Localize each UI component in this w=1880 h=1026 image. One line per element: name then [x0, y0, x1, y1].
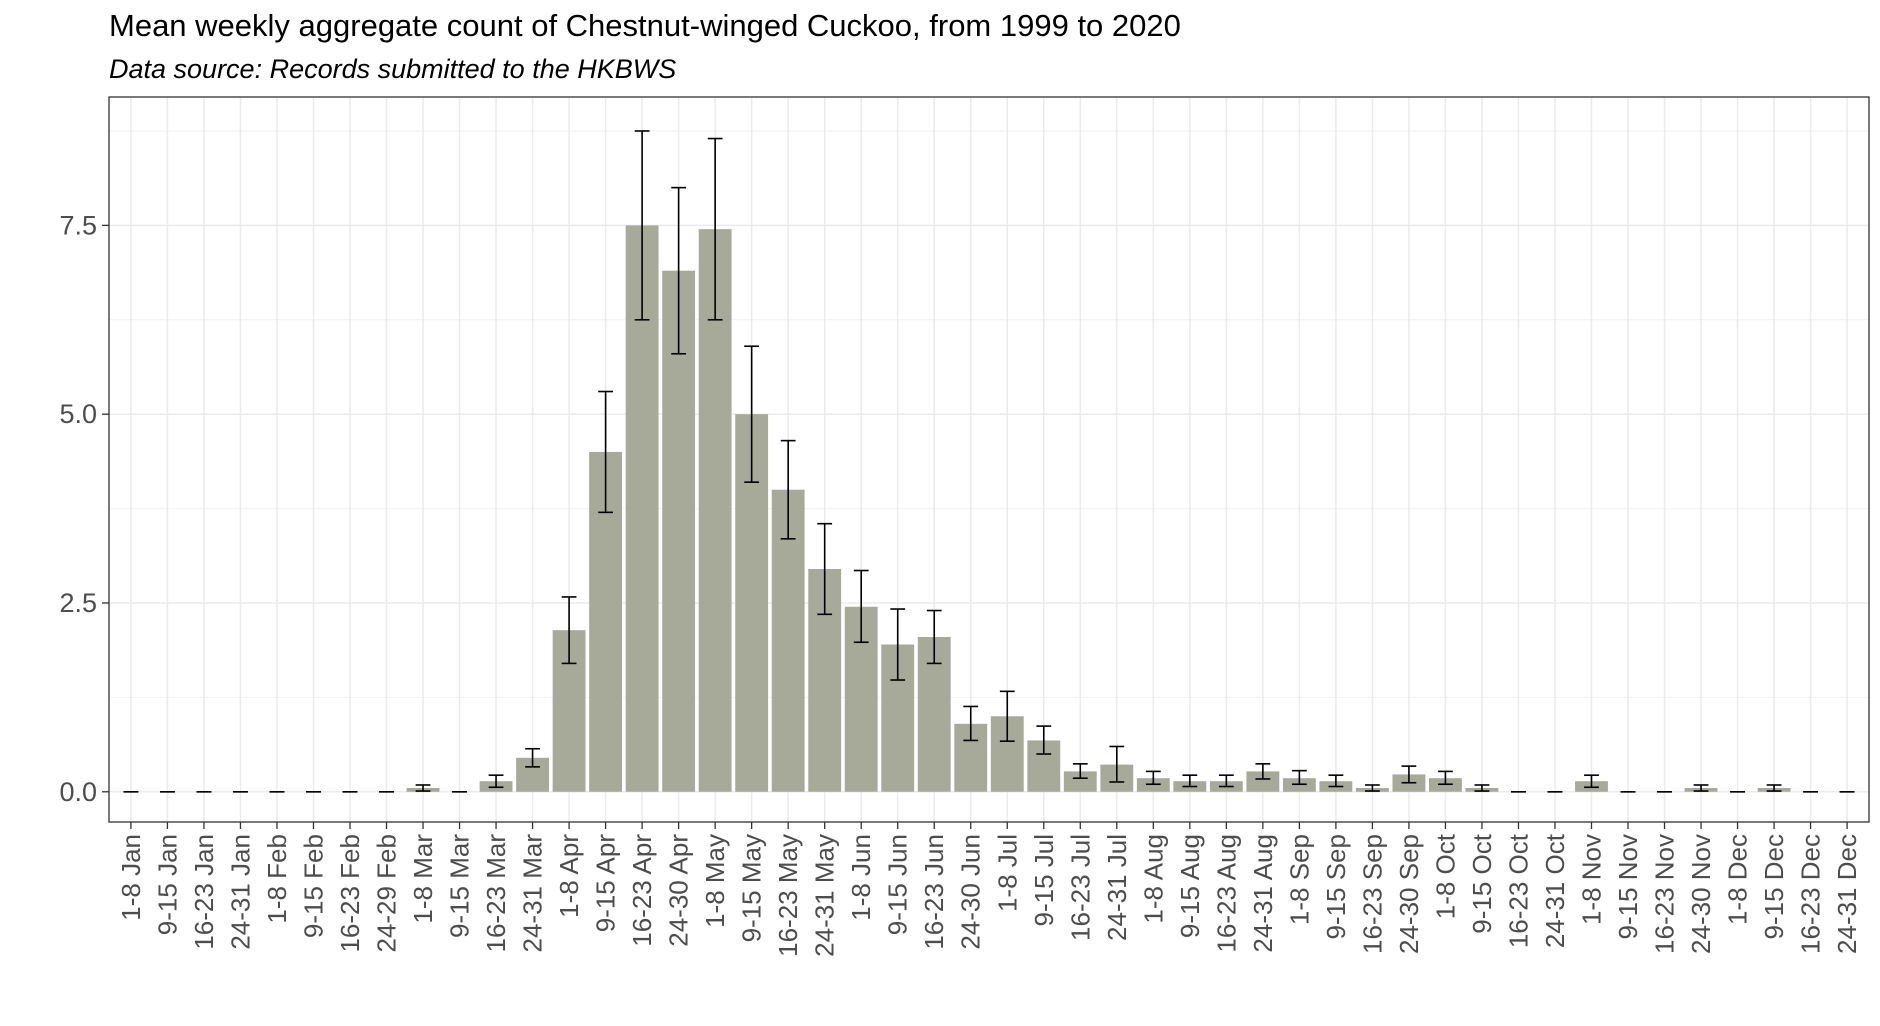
error-bar — [525, 747, 540, 768]
error-bar — [598, 390, 613, 514]
x-tick-label: 16-23 Dec — [1796, 834, 1826, 954]
y-tick-label: 2.5 — [59, 588, 97, 618]
bar — [771, 489, 805, 792]
x-tick-label: 9-15 Feb — [298, 834, 328, 938]
chart-subtitle: Data source: Records submitted to the HK… — [109, 54, 676, 84]
error-bar — [1182, 774, 1198, 788]
x-tick-label: 9-15 Oct — [1467, 833, 1497, 933]
x-tick-label: 16-23 Feb — [335, 834, 365, 953]
error-bar — [744, 345, 760, 483]
error-bar — [817, 522, 833, 616]
x-tick-label: 24-31 Aug — [1248, 834, 1278, 953]
x-tick-label: 1-8 Sep — [1284, 834, 1314, 925]
x-tick-label: 1-8 Jun — [846, 834, 876, 921]
bar — [698, 229, 732, 792]
x-tick-label: 1-8 Feb — [262, 834, 292, 924]
error-bar — [561, 596, 577, 665]
error-bar — [1145, 770, 1161, 786]
x-tick-label: 1-8 May — [700, 834, 730, 928]
x-tick-label: 1-8 Aug — [1138, 834, 1168, 924]
error-bar — [707, 137, 723, 321]
x-tick-label: 16-23 May — [773, 834, 803, 957]
error-bar — [1109, 745, 1125, 783]
error-bar — [853, 569, 869, 644]
x-tick-label: 24-29 Feb — [372, 834, 402, 953]
x-tick-label: 1-8 Apr — [554, 834, 584, 918]
x-tick-label: 24-31 Oct — [1540, 833, 1570, 948]
error-bar — [1218, 774, 1234, 788]
bar — [1063, 771, 1097, 792]
x-tick-label: 16-23 Nov — [1650, 834, 1680, 954]
error-bar — [1474, 784, 1490, 792]
x-tick-label: 16-23 Aug — [1211, 834, 1241, 953]
x-tick-label: 9-15 Aug — [1175, 834, 1205, 938]
x-tick-label: 9-15 May — [737, 834, 767, 942]
error-bar — [488, 774, 504, 789]
error-bar — [1072, 763, 1088, 779]
x-tick-label: 16-23 Oct — [1503, 833, 1533, 948]
x-tick-label: 1-8 Mar — [408, 834, 438, 924]
error-bar — [671, 186, 687, 355]
bar — [1246, 771, 1280, 792]
x-tick-label: 1-8 Jan — [116, 834, 146, 921]
error-bars — [123, 130, 1855, 793]
y-tick-label: 7.5 — [59, 210, 97, 240]
error-bar — [1365, 784, 1380, 792]
y-axis: 0.0 2.5 5.0 7.5 — [59, 210, 109, 807]
error-bar — [1766, 784, 1782, 792]
x-tick-label: 24-30 Nov — [1686, 834, 1716, 954]
x-tick-label: 16-23 Jun — [919, 834, 949, 950]
error-bar — [1036, 725, 1052, 755]
bar — [662, 270, 696, 792]
error-bar — [634, 130, 650, 321]
x-tick-label: 1-8 Oct — [1430, 833, 1460, 919]
x-tick-label: 9-15 Apr — [591, 834, 621, 933]
y-tick-label: 0.0 — [59, 777, 97, 807]
x-tick-label: 24-31 Mar — [518, 834, 548, 953]
error-bar — [963, 705, 979, 742]
x-axis: 1-8 Jan 9-15 Jan 16-23 Jan 24-31 Jan 1-8 Feb… — [116, 822, 1862, 957]
error-bar — [1291, 769, 1307, 786]
x-tick-label: 24-31 May — [810, 834, 840, 957]
x-tick-label: 16-23 Apr — [627, 834, 657, 947]
error-bar — [999, 690, 1015, 742]
error-bar — [1328, 774, 1344, 788]
x-tick-label: 16-23 Jan — [189, 834, 219, 950]
error-bar — [780, 439, 796, 540]
x-tick-label: 9-15 Jan — [152, 834, 182, 935]
x-tick-label: 1-8 Dec — [1723, 834, 1753, 925]
error-bar — [926, 609, 942, 665]
y-tick-label: 5.0 — [59, 399, 97, 429]
x-tick-label: 1-8 Jul — [992, 834, 1022, 912]
x-tick-label: 24-30 Apr — [664, 834, 694, 947]
chart-title: Mean weekly aggregate count of Chestnut-… — [109, 8, 1181, 43]
x-tick-label: 9-15 Sep — [1321, 834, 1351, 940]
error-bar — [1584, 774, 1599, 789]
plot-border — [108, 96, 1870, 823]
x-tick-label: 9-15 Dec — [1759, 834, 1789, 940]
x-tick-label: 24-30 Jun — [956, 834, 986, 950]
error-bar — [1438, 770, 1453, 786]
x-tick-label: 9-15 Nov — [1613, 834, 1643, 940]
x-tick-label: 16-23 Jul — [1065, 834, 1095, 941]
error-bar — [1255, 763, 1271, 780]
x-tick-label: 9-15 Jul — [1029, 834, 1059, 927]
x-tick-label: 1-8 Nov — [1576, 834, 1606, 925]
x-tick-label: 9-15 Mar — [445, 834, 475, 938]
error-bar — [890, 608, 906, 681]
x-tick-label: 24-31 Jan — [225, 834, 255, 950]
x-tick-label: 9-15 Jun — [883, 834, 913, 935]
error-bar — [1693, 784, 1709, 792]
error-bar — [415, 784, 431, 792]
x-tick-label: 16-23 Mar — [481, 834, 511, 953]
x-tick-label: 24-31 Dec — [1832, 834, 1862, 954]
plot-background — [109, 97, 1869, 822]
x-tick-label: 24-31 Jul — [1102, 834, 1132, 941]
x-tick-label: 16-23 Sep — [1357, 834, 1387, 954]
error-bar — [1401, 765, 1417, 784]
x-tick-label: 24-30 Sep — [1394, 834, 1424, 954]
